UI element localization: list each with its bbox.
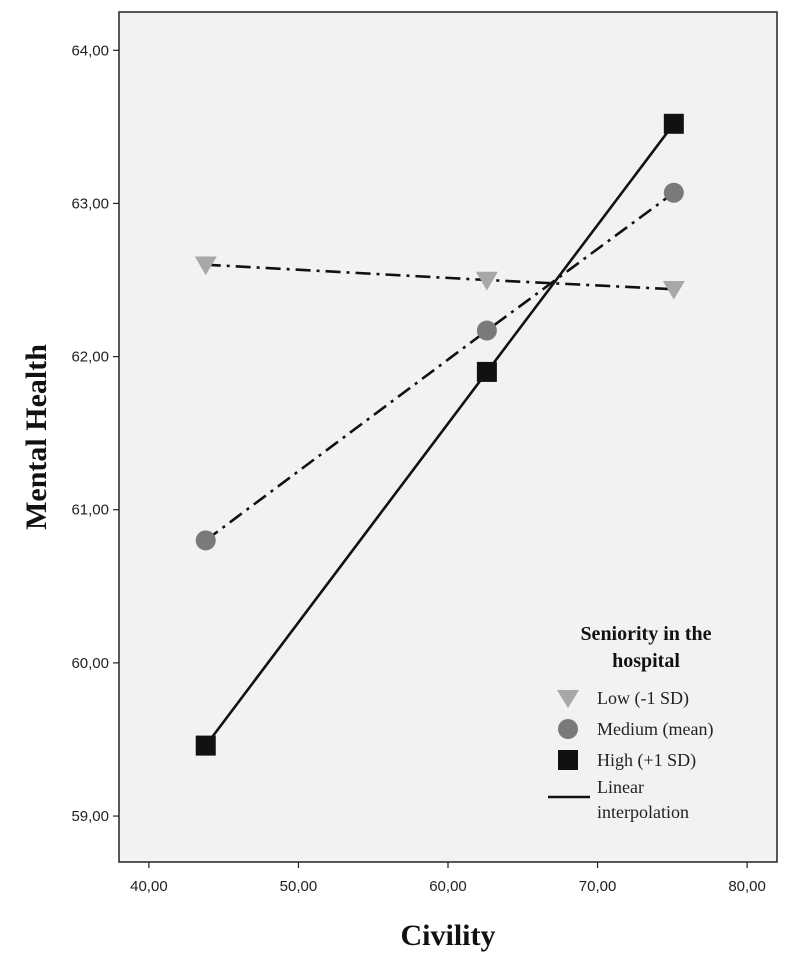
data-point-triangle-down [475,271,498,291]
y-tick-label: 64,00 [71,42,109,59]
legend-label-medium: Medium (mean) [597,719,713,740]
legend-label-high: High (+1 SD) [597,750,696,771]
data-point-square [476,361,497,382]
legend-item-medium: Medium (mean) [558,719,713,740]
data-point-circle [476,320,497,341]
legend-line-label-line-1: Linear [597,777,644,797]
x-tick-label: 50,00 [280,878,318,895]
legend-title-line-1: Seniority in the [580,623,711,645]
x-tick-label: 60,00 [429,878,467,895]
x-tick-label: 80,00 [728,878,766,895]
data-point-circle [195,530,216,551]
y-tick-label: 60,00 [71,655,109,672]
x-axis-ticks: 40,00 50,00 60,00 70,00 80,00 [130,862,766,895]
legend-title-line-2: hospital [612,650,680,672]
x-axis-title: Civility [401,919,496,952]
data-point-square [663,113,684,134]
legend-item-high: High (+1 SD) [558,750,696,771]
legend-marker-circle-icon [558,719,578,739]
legend-label-low: Low (-1 SD) [597,688,689,709]
legend-item-linear-interpolation: Linear interpolation [548,777,689,822]
data-point-triangle-down [662,280,685,300]
series-markers [194,113,685,756]
plot-area [118,11,778,863]
legend-line-label-line-2: interpolation [597,802,689,822]
data-point-triangle-down [194,256,217,276]
data-point-square [195,735,216,756]
y-tick-label: 61,00 [71,502,109,519]
y-tick-label: 62,00 [71,349,109,366]
legend-marker-triangle-icon [557,690,579,708]
legend-item-low: Low (-1 SD) [557,688,689,709]
legend-marker-square-icon [558,750,578,770]
x-tick-label: 70,00 [579,878,617,895]
x-tick-label: 40,00 [130,878,168,895]
y-axis-ticks: 59,00 60,00 61,00 62,00 63,00 64,00 [71,42,119,825]
data-point-circle [663,182,684,203]
y-tick-label: 63,00 [71,195,109,212]
y-axis-title: Mental Health [20,344,53,530]
y-tick-label: 59,00 [71,808,109,825]
legend: Seniority in the hospital Low (-1 SD) Me… [548,623,713,822]
